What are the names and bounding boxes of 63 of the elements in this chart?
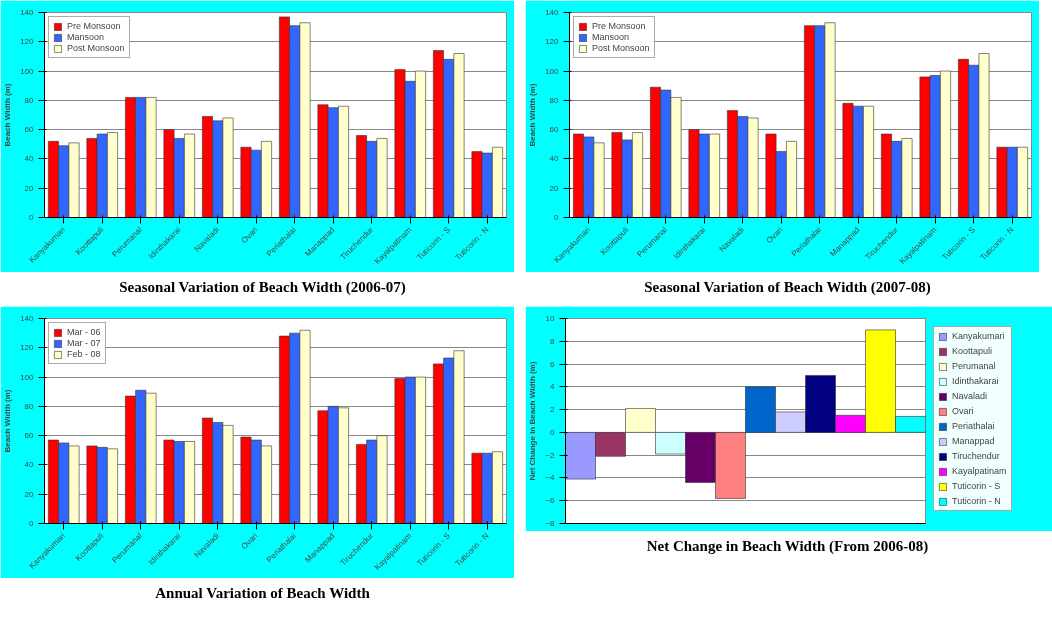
text: Annual Variation of Beach Width [155, 585, 370, 601]
legend-label: Manappad [952, 436, 995, 446]
legend-label: Post Monsoon [592, 43, 650, 53]
y-tick-label: 80 [24, 95, 35, 105]
y-tick-label: 40 [549, 154, 560, 164]
y-tick-label: 120 [20, 37, 35, 47]
y-tick-label: 40 [24, 154, 35, 164]
y-tick-label: −4 [545, 473, 556, 483]
legend-label: Periathalai [952, 421, 995, 431]
y-tick-label: 0 [29, 213, 35, 222]
legend-label: Perumanal [952, 361, 996, 371]
text: Seasonal Variation of Beach Width (2007-08) [644, 279, 931, 295]
y-tick-label: 140 [545, 8, 560, 17]
y-tick-label: 80 [24, 401, 35, 411]
legend-label: Kayalpatinam [952, 466, 1007, 476]
legend-label: Mar - 07 [67, 338, 101, 348]
y-tick-label: −8 [545, 519, 556, 528]
y-tick-label: 60 [24, 125, 35, 135]
y-tick-label: 20 [24, 183, 35, 193]
legend-label: Tiruchendur [952, 451, 1000, 461]
legend-label: Mansoon [67, 32, 105, 42]
y-tick-label: 4 [550, 382, 556, 392]
y-tick-label: 100 [20, 66, 35, 76]
y-tick-label: 80 [549, 95, 560, 105]
y-tick-label: 140 [20, 314, 35, 323]
legend-label: Koottapuli [952, 346, 993, 356]
legend-label: Idinthakarai [952, 376, 999, 386]
y-axis-title: Beach Width (m) [3, 83, 13, 147]
legend-label: Tuticorin - S [952, 481, 1001, 491]
y-tick-label: 140 [20, 8, 35, 17]
legend-label: Tuticorin - N [952, 496, 1001, 506]
y-tick-label: 120 [20, 343, 35, 353]
text: Seasonal Variation of Beach Width (2006-07) [119, 279, 406, 295]
y-tick-label: 120 [545, 37, 560, 47]
legend-label: Mar - 06 [67, 327, 101, 337]
legend-label: Post Monsoon [67, 43, 125, 53]
y-tick-label: 100 [20, 372, 35, 382]
y-tick-label: 100 [545, 66, 560, 76]
y-axis-title: Beach Width (m) [3, 389, 13, 453]
legend-label: Feb - 08 [67, 349, 101, 359]
y-tick-label: −6 [545, 496, 556, 506]
y-tick-label: 6 [550, 359, 556, 369]
y-tick-label: 60 [549, 125, 560, 135]
y-tick-label: 0 [550, 427, 556, 437]
legend-label: Pre Monsoon [592, 21, 646, 31]
text: Net Change in Beach Width (From 2006-08) [646, 538, 929, 554]
y-tick-label: 8 [550, 336, 556, 346]
y-tick-label: 2 [550, 405, 556, 415]
legend-label: Pre Monsoon [67, 21, 121, 31]
y-tick-label: −2 [545, 450, 556, 460]
y-axis-title: Beach Width (m) [528, 83, 538, 147]
y-tick-label: 60 [24, 431, 35, 441]
legend-label: Navaladi [952, 391, 988, 401]
y-axis-title: Net Change in Beach Width (m) [528, 361, 538, 481]
y-tick-label: 40 [24, 460, 35, 470]
y-tick-label: 20 [549, 183, 560, 193]
y-tick-label: 0 [29, 519, 35, 528]
y-tick-label: 20 [24, 489, 35, 499]
y-tick-label: 0 [554, 213, 560, 222]
legend-label: Kanyakumari [952, 331, 1005, 341]
legend-label: Mansoon [592, 32, 630, 42]
y-tick-label: 10 [545, 314, 556, 323]
legend-label: Ovari [952, 406, 974, 416]
